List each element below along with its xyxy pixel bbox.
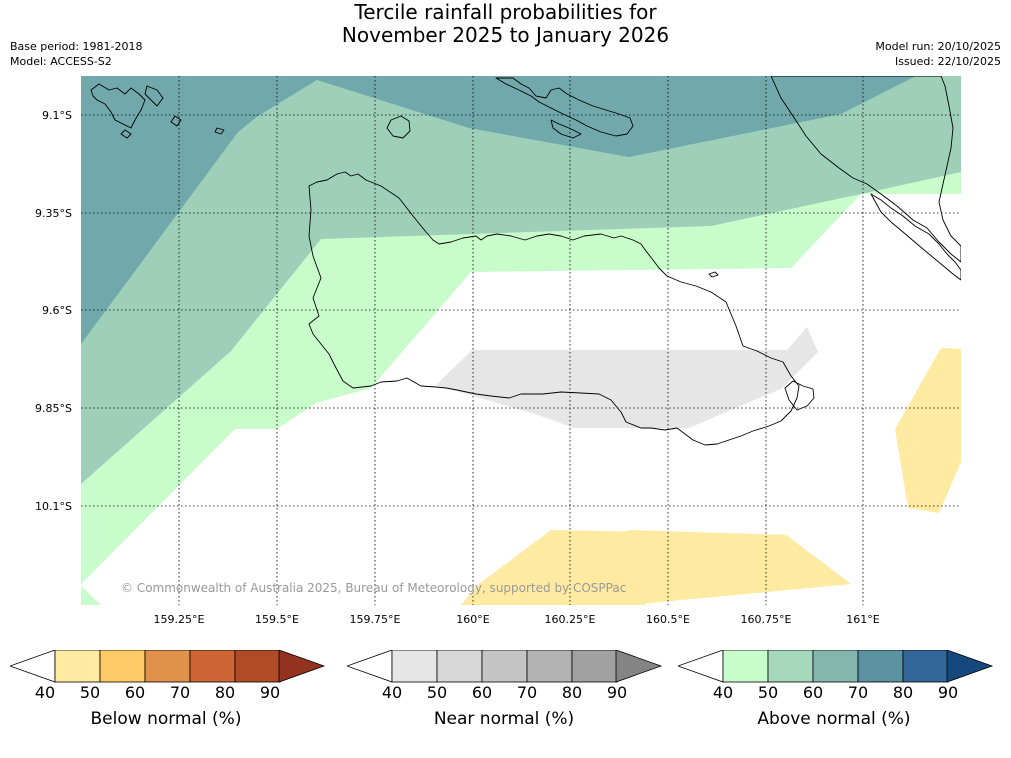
marau-coastline xyxy=(784,380,815,411)
colorbar-cell xyxy=(481,650,528,683)
malaita-coastline xyxy=(770,76,961,263)
florida-islands-2-coastline xyxy=(550,119,582,139)
islet-coastline xyxy=(708,271,719,278)
tick-label: 60 xyxy=(802,683,824,702)
lat-label: 9.1°S xyxy=(42,109,72,122)
malaita-2-coastline xyxy=(870,193,961,281)
lon-label: 159.5°E xyxy=(255,613,299,626)
florida-islands-coastline xyxy=(495,77,634,137)
russell-islet-2-coastline xyxy=(214,127,225,135)
lon-label: 161°E xyxy=(846,613,880,626)
tick-label: 70 xyxy=(847,683,869,702)
colorbar-cell xyxy=(571,650,618,683)
copyright-text: © Commonwealth of Australia 2025, Bureau… xyxy=(121,581,626,595)
above-normal-50-60-region xyxy=(81,76,961,484)
colorbar-cell xyxy=(902,650,949,683)
colorbar-cell xyxy=(234,650,281,683)
lon-label: 160.5°E xyxy=(646,613,690,626)
colorbar-cell xyxy=(144,650,191,683)
tick-label: 70 xyxy=(516,683,538,702)
savo-island-coastline xyxy=(386,115,411,139)
model-name: Model: ACCESS-S2 xyxy=(10,55,112,68)
lat-label: 10.1°S xyxy=(35,500,72,513)
colorbar-title-above: Above normal (%) xyxy=(757,709,911,729)
colorbar-cell xyxy=(722,650,769,683)
colorbar-ticks-above: 40 50 60 70 80 90 xyxy=(713,683,978,703)
colorbar-cells xyxy=(722,650,949,683)
colorbar-cell xyxy=(857,650,904,683)
tick-label: 80 xyxy=(892,683,914,702)
near-normal-40-50-region xyxy=(436,327,818,428)
colorbar-title-near: Near normal (%) xyxy=(433,709,575,729)
title-line-1: Tercile rainfall probabilities for xyxy=(354,0,657,24)
tick-label: 90 xyxy=(606,683,628,702)
russell-islands-coastline xyxy=(90,83,146,129)
guadalcanal-coastline xyxy=(308,171,800,446)
colorbar-near-normal xyxy=(347,650,663,683)
model-run: Model run: 20/10/2025 xyxy=(875,40,1001,53)
colorbar-cells xyxy=(54,650,281,683)
lon-label: 160.25°E xyxy=(544,613,596,626)
lat-label: 9.35°S xyxy=(35,207,72,220)
issued-date: Issued: 22/10/2025 xyxy=(894,55,1001,68)
tick-label: 40 xyxy=(381,683,403,702)
rainfall-probability-map: © Commonwealth of Australia 2025, Bureau… xyxy=(81,76,961,605)
tick-label: 80 xyxy=(214,683,236,702)
russell-islands-2-coastline xyxy=(144,85,164,107)
lat-label: 9.85°S xyxy=(35,402,72,415)
tick-label: 90 xyxy=(937,683,959,702)
tick-label: 80 xyxy=(561,683,583,702)
tick-label: 40 xyxy=(712,683,734,702)
colorbar-max-arrow xyxy=(615,650,663,683)
base-period: Base period: 1981-2018 xyxy=(10,40,143,53)
colorbar-ticks-below: 40 50 60 70 80 90 xyxy=(35,683,300,703)
tick-label: 50 xyxy=(757,683,779,702)
colorbar-cell xyxy=(391,650,438,683)
lon-label: 159.75°E xyxy=(349,613,401,626)
colorbar-cell xyxy=(436,650,483,683)
lon-label: 160°E xyxy=(456,613,490,626)
tick-label: 50 xyxy=(79,683,101,702)
colorbar-cell xyxy=(812,650,859,683)
tick-label: 60 xyxy=(471,683,493,702)
tick-label: 90 xyxy=(259,683,281,702)
colorbar-cell xyxy=(767,650,814,683)
russell-islet-coastline xyxy=(170,115,182,127)
colorbar-above-normal xyxy=(678,650,994,683)
lon-label: 159.25°E xyxy=(153,613,205,626)
colorbar-below-normal xyxy=(10,650,326,683)
tick-label: 50 xyxy=(426,683,448,702)
tick-label: 40 xyxy=(34,683,56,702)
colorbar-max-arrow xyxy=(278,650,326,683)
coastline xyxy=(90,76,961,446)
russell-islet-3-coastline xyxy=(120,129,132,139)
colorbar-cell xyxy=(189,650,236,683)
meta-left: Base period: 1981-2018 Model: ACCESS-S2 xyxy=(10,39,142,69)
meta-right: Model run: 20/10/2025 Issued: 22/10/2025 xyxy=(875,39,1001,69)
colorbar-max-arrow xyxy=(946,650,994,683)
tick-label: 60 xyxy=(124,683,146,702)
colorbar-cell xyxy=(99,650,146,683)
colorbar-title-below: Below normal (%) xyxy=(90,709,242,729)
colorbar-ticks-near: 40 50 60 70 80 90 xyxy=(382,683,647,703)
below-normal-40-50-region-south-2 xyxy=(461,530,851,605)
tick-label: 70 xyxy=(169,683,191,702)
chart-title: Tercile rainfall probabilities for Novem… xyxy=(0,1,1011,47)
colorbar-cell xyxy=(54,650,101,683)
colorbar-cells xyxy=(391,650,618,683)
lon-label: 160.75°E xyxy=(740,613,792,626)
colorbar-cell xyxy=(526,650,573,683)
above-normal-60-70-region xyxy=(81,76,916,344)
below-normal-40-50-region-east xyxy=(895,348,961,513)
title-line-2: November 2025 to January 2026 xyxy=(341,23,670,47)
lat-label: 9.6°S xyxy=(42,304,72,317)
graticule xyxy=(81,76,961,605)
